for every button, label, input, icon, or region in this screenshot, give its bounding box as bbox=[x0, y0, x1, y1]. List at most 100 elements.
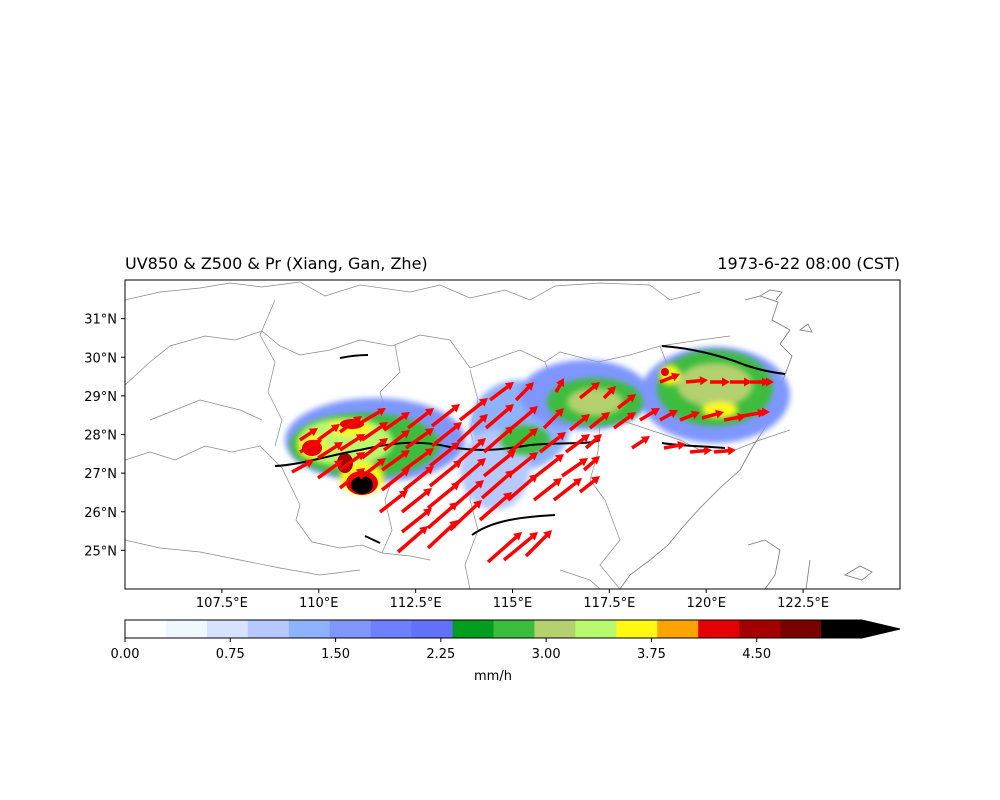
wind-vector bbox=[723, 413, 746, 422]
wind-vector bbox=[534, 454, 564, 478]
wind-vector bbox=[450, 480, 484, 510]
wind-vector bbox=[631, 436, 650, 450]
wind-vector bbox=[430, 422, 462, 448]
colorbar-segment bbox=[739, 620, 781, 638]
wind-vector bbox=[317, 442, 343, 460]
wind-vector bbox=[502, 532, 538, 562]
wind-vector bbox=[396, 526, 428, 554]
colorbar-unit: mm/h bbox=[474, 669, 512, 684]
lat-tick-label: 26°N bbox=[84, 506, 117, 521]
wind-vector bbox=[588, 412, 610, 430]
wind-vector bbox=[404, 428, 434, 450]
wind-vector bbox=[400, 508, 432, 534]
map-area bbox=[125, 281, 873, 589]
lat-tick-label: 27°N bbox=[84, 467, 117, 482]
wind-vector bbox=[616, 394, 636, 410]
wind-vector bbox=[316, 460, 343, 480]
wind-vectors bbox=[291, 372, 774, 564]
colorbar-tick-label: 3.00 bbox=[532, 647, 561, 662]
lon-tick-label: 120°E bbox=[686, 596, 726, 611]
coastline bbox=[619, 289, 873, 589]
wind-vector bbox=[584, 434, 602, 450]
wind-vector bbox=[430, 404, 460, 428]
colorbar-tick-label: 0.75 bbox=[216, 647, 245, 662]
colorbar-segment bbox=[780, 620, 822, 638]
lon-tick-label: 107.5°E bbox=[196, 596, 248, 611]
wind-vector bbox=[478, 492, 512, 522]
wind-vector bbox=[484, 404, 514, 430]
wind-vector bbox=[380, 450, 410, 472]
lon-tick-label: 110°E bbox=[299, 596, 339, 611]
wind-vector bbox=[338, 452, 365, 472]
colorbar-segment bbox=[370, 620, 413, 638]
wind-vector bbox=[382, 430, 410, 452]
wind-vector bbox=[486, 532, 522, 564]
colorbar-outline bbox=[124, 619, 901, 639]
colorbar-segment bbox=[329, 620, 372, 638]
wind-vector bbox=[506, 474, 538, 502]
wind-vector bbox=[578, 476, 600, 494]
wind-vector bbox=[639, 408, 660, 422]
wind-vector bbox=[506, 452, 538, 478]
wind-vector bbox=[508, 428, 538, 454]
wind-vector bbox=[361, 408, 386, 424]
wind-vector bbox=[710, 377, 730, 387]
colorbar-segment bbox=[493, 620, 535, 638]
wind-vector bbox=[766, 377, 774, 387]
wind-vector bbox=[458, 398, 488, 422]
wind-vector bbox=[679, 410, 700, 422]
colorbar-segment bbox=[452, 620, 494, 638]
lat-tick-label: 31°N bbox=[84, 313, 117, 328]
wind-vector bbox=[514, 382, 534, 402]
wind-vector bbox=[380, 468, 410, 492]
lat-tick-label: 25°N bbox=[84, 544, 117, 559]
colorbar-tick-label: 4.50 bbox=[742, 647, 771, 662]
colorbar-segment bbox=[657, 620, 699, 638]
wind-vector bbox=[663, 441, 686, 450]
wind-vector bbox=[361, 422, 388, 442]
wind-vector bbox=[291, 459, 314, 474]
colorbar: 0.00 0.75 1.50 2.25 3.00 3.75 4.50 bbox=[111, 619, 901, 662]
wind-vector bbox=[339, 434, 365, 452]
colorbar-segment bbox=[165, 620, 208, 638]
wind-vector bbox=[360, 438, 388, 460]
map-timestamp: 1973-6-22 08:00 (CST) bbox=[717, 254, 900, 273]
lat-tick-label: 30°N bbox=[84, 351, 117, 366]
wind-vector bbox=[299, 428, 318, 442]
wind-vector bbox=[299, 439, 322, 454]
wind-vector bbox=[316, 424, 340, 442]
wind-vector bbox=[730, 377, 752, 387]
colorbar-tick-label: 1.50 bbox=[321, 647, 350, 662]
precipitation-field bbox=[285, 347, 790, 510]
wind-vector bbox=[582, 456, 600, 472]
colorbar-segment bbox=[247, 620, 290, 638]
colorbar-segment bbox=[575, 620, 617, 638]
colorbar-segment bbox=[206, 620, 249, 638]
wind-vector bbox=[552, 478, 582, 502]
wind-vector bbox=[542, 408, 564, 430]
lon-tick-label: 122.5°E bbox=[777, 596, 829, 611]
wind-vector bbox=[338, 468, 365, 490]
longitude-axis: 107.5°E 110°E 112.5°E 115°E 117.5°E 120°E 122.… bbox=[196, 589, 829, 611]
map-title: UV850 & Z500 & Pr (Xiang, Gan, Zhe) bbox=[125, 254, 428, 273]
wind-vector bbox=[713, 446, 736, 456]
wind-vector bbox=[402, 448, 434, 472]
latitude-axis: 25°N 26°N 27°N 28°N 29°N 30°N 31°N bbox=[84, 313, 125, 559]
wind-vector bbox=[602, 386, 616, 400]
wind-vector bbox=[338, 416, 362, 434]
colorbar-segment bbox=[698, 620, 740, 638]
wind-vector bbox=[659, 372, 680, 384]
wind-vector bbox=[689, 446, 712, 456]
colorbar-extend-arrow bbox=[862, 620, 900, 638]
wind-vector bbox=[448, 500, 482, 532]
lat-tick-label: 28°N bbox=[84, 429, 117, 444]
wind-vector bbox=[400, 488, 432, 514]
wind-vector bbox=[554, 378, 564, 393]
wind-vector bbox=[564, 434, 590, 454]
colorbar-segment bbox=[616, 620, 658, 638]
wind-vector bbox=[568, 414, 590, 432]
lon-tick-label: 117.5°E bbox=[583, 596, 635, 611]
colorbar-segment bbox=[125, 620, 167, 638]
wind-vector bbox=[482, 426, 514, 454]
